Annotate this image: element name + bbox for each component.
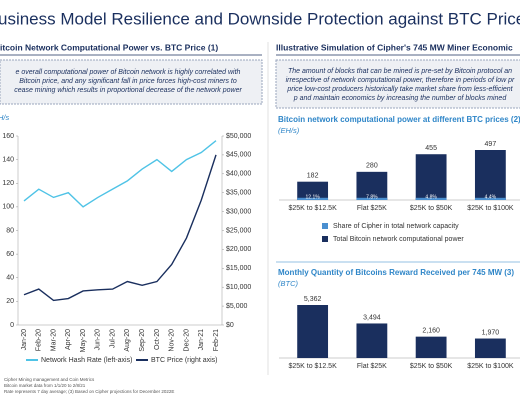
- bar: [356, 171, 388, 200]
- y2-tick-label: $45,000: [226, 152, 251, 159]
- note-box: [275, 59, 520, 109]
- slide-title: usiness Model Resilience and Downside Pr…: [0, 9, 520, 28]
- value-label: 5,362: [304, 296, 322, 303]
- x-tick-label: Feb-21: [213, 329, 220, 351]
- note-text: The amount of blocks that can be mined i…: [286, 68, 515, 102]
- y2-tick-label: $20,000: [226, 246, 251, 253]
- x-tick-label: Feb-20: [36, 329, 43, 351]
- legend-label: Total Bitcoin network computational powe…: [333, 236, 464, 243]
- x-tick-label: Dec-20: [183, 329, 190, 352]
- x-tick-label: $25K to $50K: [410, 363, 453, 370]
- footnote: Cipher Mining management and Coin Metric…: [4, 377, 95, 382]
- x-tick-label: Mar-20: [50, 329, 57, 351]
- note-text: e overall computational power of Bitcoin…: [14, 69, 242, 94]
- legend-swatch: [322, 236, 328, 242]
- share-segment: [297, 197, 329, 200]
- panel-heading: itcoin Network Computational Power vs. B…: [0, 42, 218, 52]
- bar: [356, 323, 388, 358]
- y2-tick-label: $40,000: [226, 171, 251, 178]
- y2-tick-label: $5,000: [226, 303, 248, 310]
- x-tick-label: May-20: [80, 329, 87, 352]
- x-tick-label: Flat $25K: [357, 363, 387, 370]
- y-tick-label: 40: [6, 275, 14, 282]
- chart-subtitle: (BTC): [278, 279, 298, 288]
- bar: [297, 181, 329, 200]
- y-tick-label: 80: [6, 227, 14, 234]
- x-tick-label: Jan-20: [21, 329, 28, 351]
- share-label: 4.8%: [425, 194, 437, 200]
- x-tick-label: $25K to $100K: [467, 363, 514, 370]
- value-label: 497: [485, 141, 497, 148]
- bar: [297, 305, 329, 358]
- value-label: 280: [366, 163, 378, 170]
- y-tick-label: 20: [6, 298, 14, 305]
- series-line: [23, 140, 217, 208]
- legend-label: BTC Price (right axis): [151, 357, 218, 364]
- panel-heading: Illustrative Simulation of Cipher's 745 …: [276, 42, 513, 52]
- bar: [474, 150, 506, 200]
- y-tick-label: 160: [2, 133, 14, 140]
- legend-swatch: [322, 223, 328, 229]
- x-tick-label: Nov-20: [169, 329, 176, 352]
- x-tick-label: $25K to $100K: [467, 205, 514, 212]
- y2-tick-label: $15,000: [226, 265, 251, 272]
- y2-tick-label: $30,000: [226, 208, 251, 215]
- footnote: Bitcoin market data from 1/1/20 to 2/8/2…: [4, 383, 86, 388]
- x-tick-label: $25K to $50K: [410, 205, 453, 212]
- y2-tick-label: $50,000: [226, 133, 251, 140]
- y2-tick-label: $25,000: [226, 227, 251, 234]
- chart-title: Monthly Quantity of Bitcoins Reward Rece…: [278, 268, 514, 277]
- y-tick-label: 0: [10, 322, 14, 329]
- value-label: 455: [425, 145, 437, 152]
- value-label: 182: [307, 173, 319, 180]
- y-tick-label: 100: [2, 204, 14, 211]
- x-tick-label: Sep-20: [139, 329, 146, 352]
- y2-tick-label: $0: [226, 322, 234, 329]
- legend-label: Share of Cipher in total network capacit…: [333, 223, 459, 230]
- x-tick-label: Jul-20: [109, 329, 116, 348]
- share-segment: [415, 197, 447, 200]
- x-tick-label: Apr-20: [65, 329, 72, 350]
- y2-tick-label: $10,000: [226, 284, 251, 291]
- share-label: 4.4%: [485, 194, 497, 200]
- x-tick-label: $25K to $12.5K: [288, 205, 337, 212]
- legend-label: Network Hash Rate (left-axis): [41, 357, 132, 364]
- bar: [415, 154, 447, 200]
- share-label: 12.1%: [306, 194, 321, 200]
- y-axis-label: H/s: [0, 113, 10, 122]
- value-label: 3,494: [363, 314, 381, 321]
- x-tick-label: Jan-21: [198, 329, 205, 351]
- y-tick-label: 60: [6, 251, 14, 258]
- x-tick-label: Flat $25K: [357, 205, 387, 212]
- bar: [415, 336, 447, 358]
- y-tick-label: 120: [2, 180, 14, 187]
- x-tick-label: Oct-20: [154, 329, 161, 350]
- y2-tick-label: $35,000: [226, 190, 251, 197]
- x-tick-label: $25K to $12.5K: [288, 363, 337, 370]
- value-label: 1,970: [482, 329, 500, 336]
- y-tick-label: 140: [2, 156, 14, 163]
- x-tick-label: Jun-20: [95, 329, 102, 351]
- share-label: 7.8%: [366, 194, 378, 200]
- chart-title: Bitcoin network computational power at d…: [278, 115, 520, 124]
- chart-subtitle: (EH/s): [278, 126, 300, 135]
- bar: [474, 338, 506, 358]
- note-box: [0, 59, 263, 105]
- x-tick-label: Aug-20: [124, 329, 131, 352]
- share-segment: [356, 197, 388, 200]
- value-label: 2,160: [422, 327, 440, 334]
- share-segment: [474, 197, 506, 200]
- series-line: [23, 154, 217, 302]
- footnote: Rate represents 7 day average; (3) Based…: [4, 389, 174, 394]
